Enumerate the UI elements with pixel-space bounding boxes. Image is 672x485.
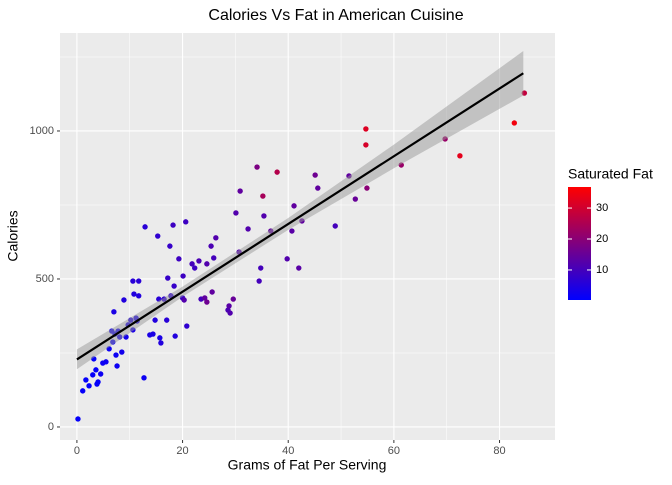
point	[136, 293, 142, 299]
point	[181, 297, 187, 303]
point	[130, 278, 136, 284]
point	[363, 126, 369, 132]
point	[274, 169, 280, 175]
point	[184, 323, 190, 329]
point	[256, 278, 262, 284]
point	[226, 303, 232, 309]
point	[196, 258, 202, 264]
point	[90, 372, 96, 378]
point	[363, 142, 369, 148]
point	[150, 331, 156, 337]
y-axis-label: Calories	[5, 210, 21, 261]
point	[213, 235, 219, 241]
x-tick-label: 80	[493, 445, 505, 457]
legend-title: Saturated Fat	[568, 166, 653, 182]
point	[172, 333, 178, 339]
legend-tick-label: 10	[596, 264, 608, 276]
point	[111, 309, 117, 315]
point	[131, 291, 137, 297]
point	[364, 185, 370, 191]
point	[291, 203, 297, 209]
point	[114, 363, 120, 369]
point	[233, 210, 239, 216]
x-axis-label: Grams of Fat Per Serving	[228, 457, 387, 473]
point	[170, 222, 176, 228]
point	[136, 278, 142, 284]
point	[260, 193, 266, 199]
point	[180, 273, 186, 279]
point	[152, 317, 158, 323]
x-tick-label: 20	[176, 445, 188, 457]
y-tick-label: 500	[36, 273, 54, 285]
point	[245, 226, 251, 232]
point	[202, 295, 208, 301]
legend-tick-label: 20	[596, 233, 608, 245]
point	[119, 349, 125, 355]
point	[171, 283, 177, 289]
point	[155, 233, 161, 239]
x-tick-label: 0	[74, 445, 80, 457]
point	[183, 219, 189, 225]
point	[80, 388, 86, 394]
point	[230, 296, 236, 302]
chart-title: Calories Vs Fat in American Cuisine	[208, 7, 463, 24]
point	[204, 261, 210, 267]
point	[176, 256, 182, 262]
point	[141, 375, 147, 381]
point	[261, 213, 267, 219]
point	[97, 371, 104, 377]
x-tick-label: 60	[388, 445, 400, 457]
point	[332, 223, 338, 229]
point	[457, 153, 463, 159]
point	[121, 297, 127, 303]
point	[352, 196, 359, 202]
point	[192, 265, 198, 271]
point	[296, 265, 302, 271]
point	[511, 120, 518, 126]
legend-tick-label: 30	[596, 202, 608, 214]
point	[164, 317, 170, 323]
point	[189, 261, 195, 267]
point	[211, 255, 217, 261]
fit-line	[76, 72, 524, 361]
legend-colorbar	[568, 187, 591, 300]
point	[289, 228, 295, 234]
point	[75, 416, 81, 422]
point	[157, 335, 163, 341]
point	[258, 265, 264, 271]
point	[315, 185, 321, 191]
point	[254, 164, 260, 170]
point	[312, 172, 318, 178]
y-tick-label: 0	[48, 421, 54, 433]
point	[208, 243, 214, 249]
point	[209, 289, 215, 295]
confidence-band	[76, 51, 524, 370]
point	[165, 275, 171, 281]
x-tick-label: 40	[282, 445, 294, 457]
point	[113, 352, 119, 358]
point	[93, 367, 99, 373]
point	[94, 381, 100, 387]
point	[83, 377, 89, 383]
y-tick-label: 1000	[30, 125, 54, 137]
point	[237, 188, 243, 194]
point	[284, 256, 290, 262]
point	[86, 383, 92, 389]
point	[227, 310, 233, 316]
point	[103, 359, 109, 365]
point	[158, 340, 164, 346]
point	[167, 243, 173, 249]
point	[142, 224, 148, 230]
point	[204, 299, 210, 305]
